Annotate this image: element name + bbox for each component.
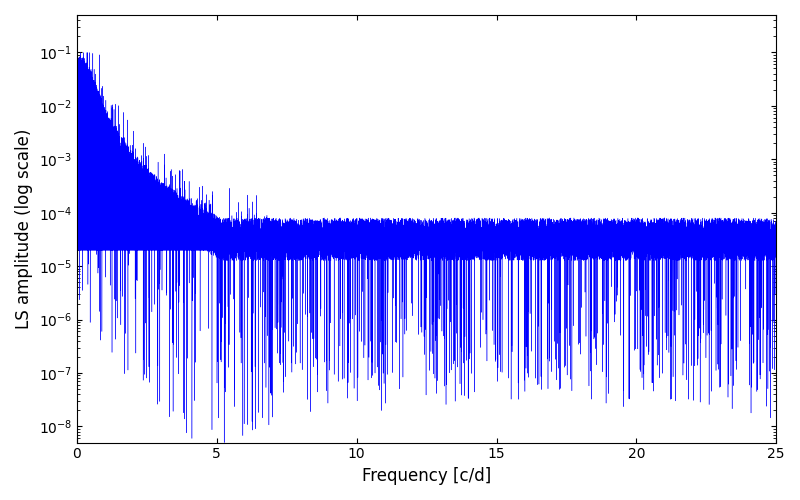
- Y-axis label: LS amplitude (log scale): LS amplitude (log scale): [15, 128, 33, 329]
- X-axis label: Frequency [c/d]: Frequency [c/d]: [362, 467, 491, 485]
